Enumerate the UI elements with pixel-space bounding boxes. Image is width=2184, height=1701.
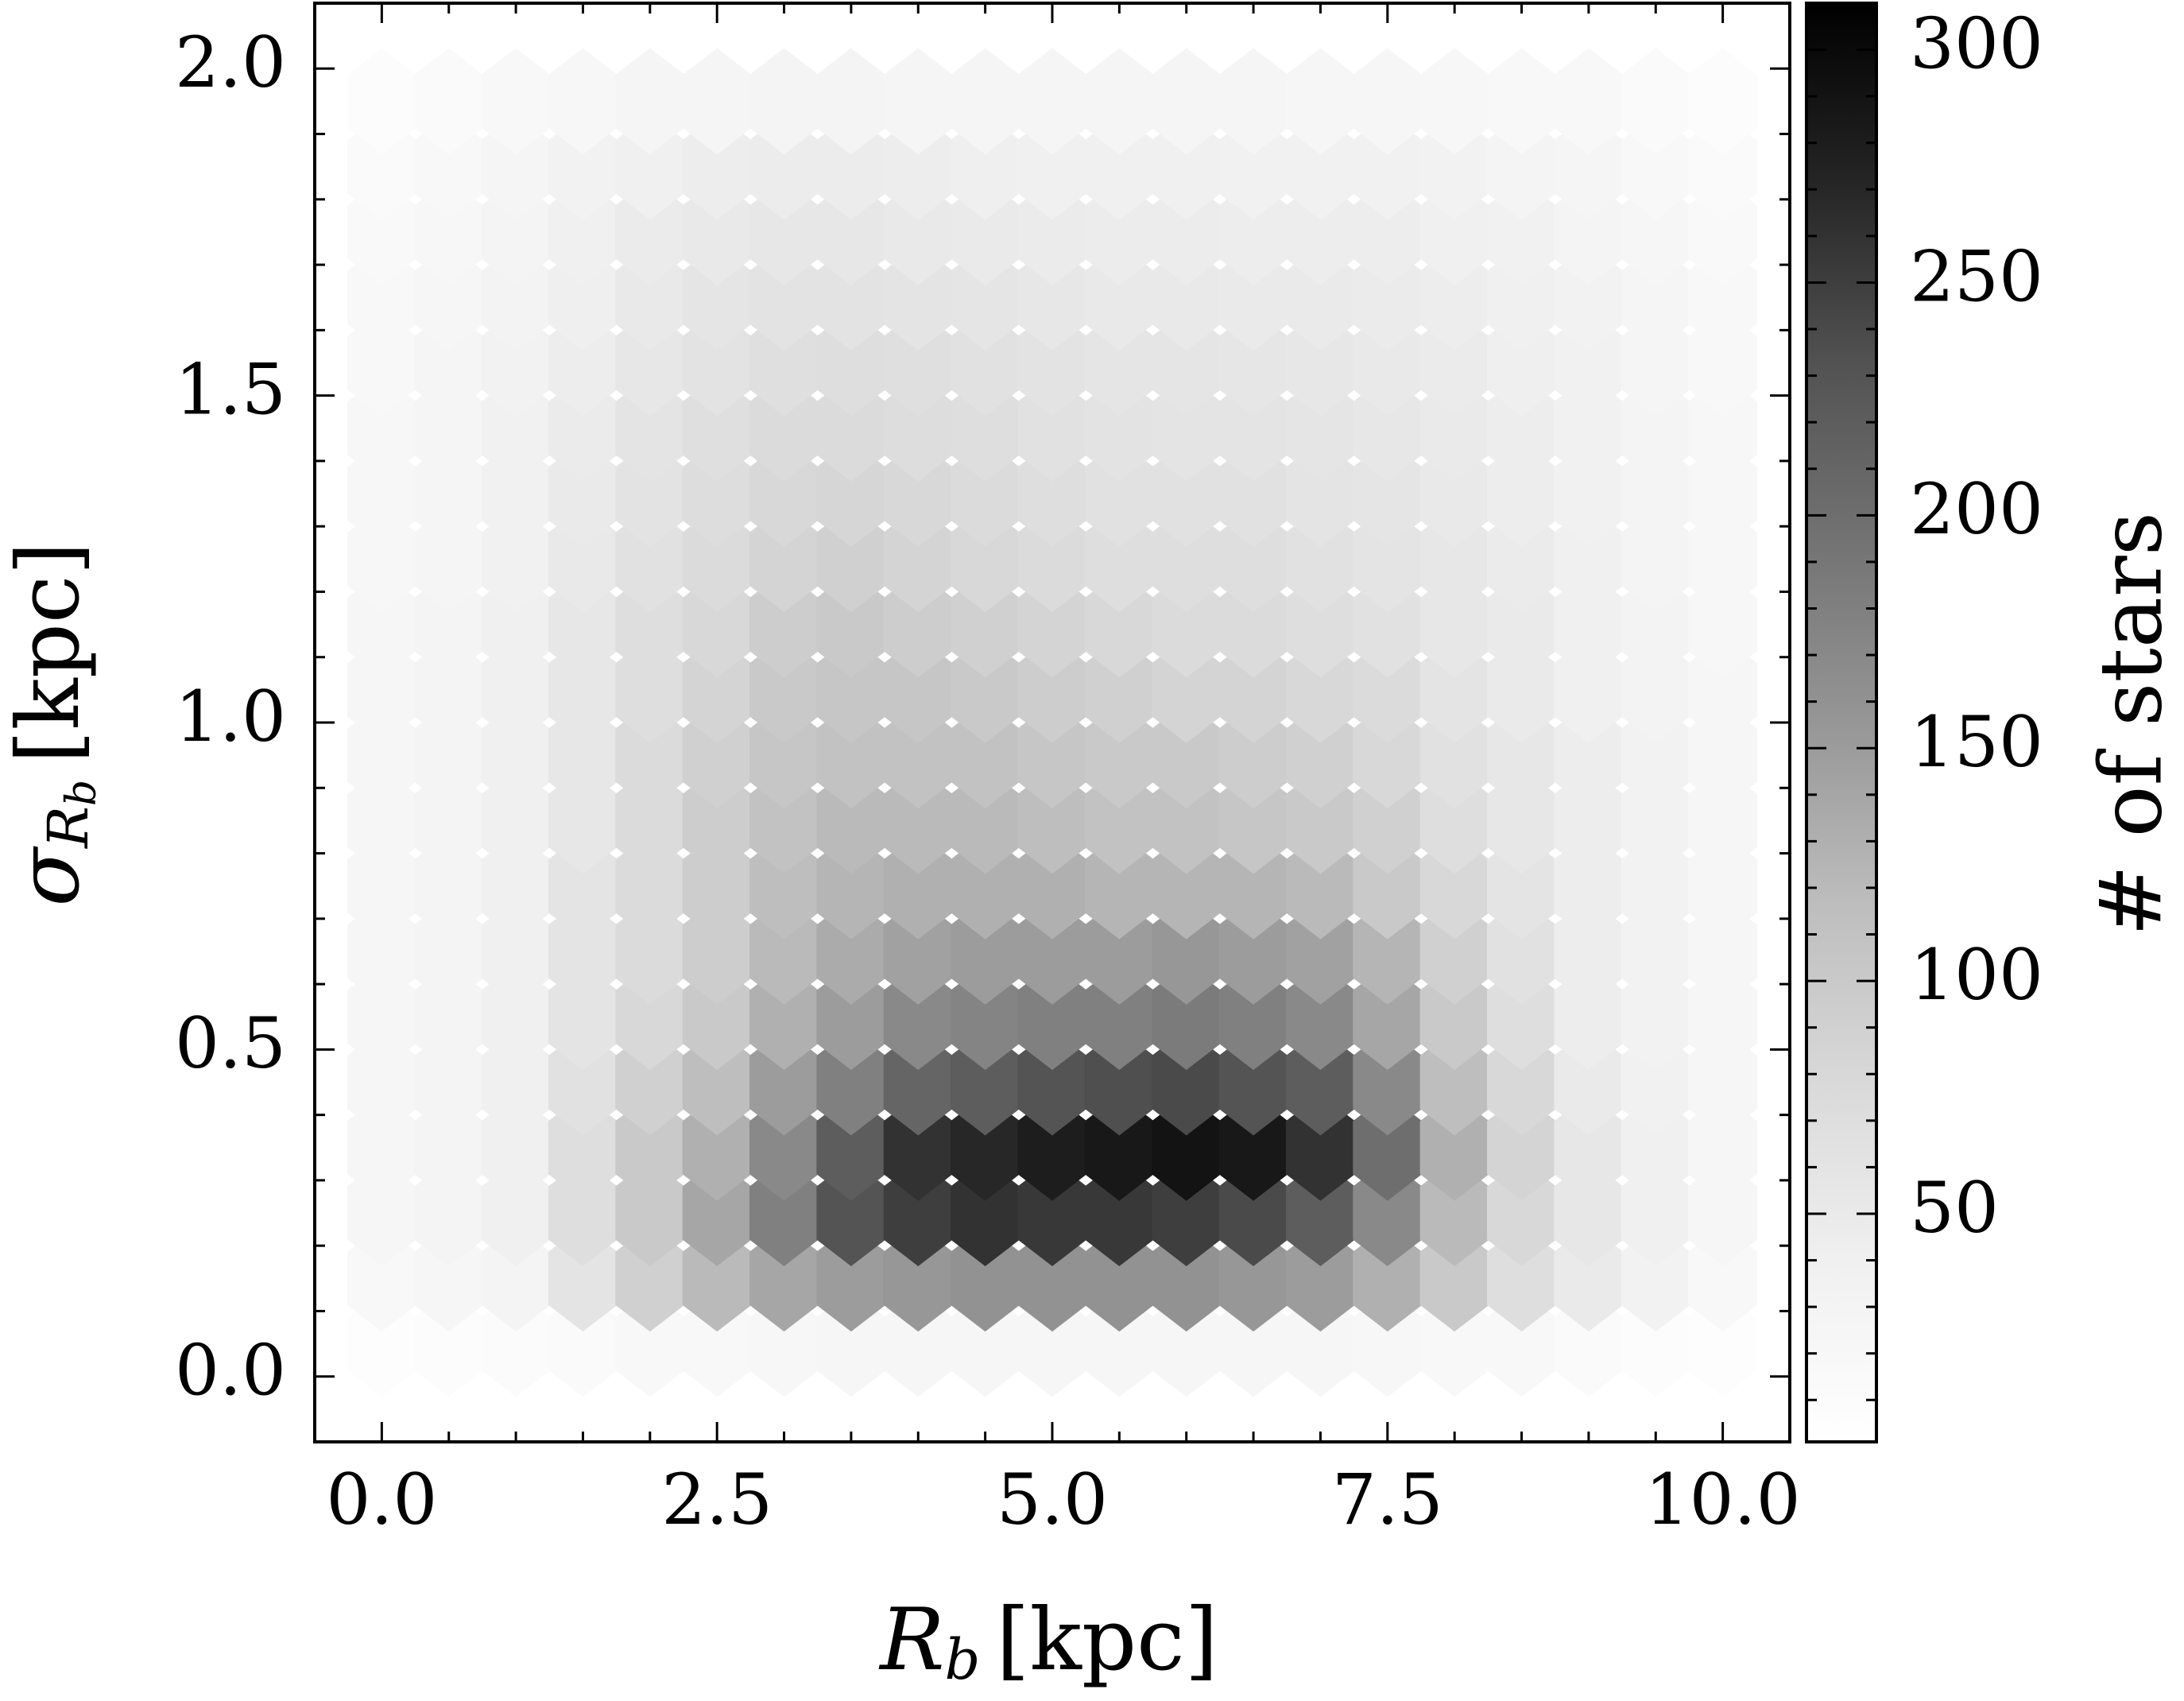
colorbar-tick-label: 250 [1910,235,2043,317]
y-label-subsubscript: b [58,780,106,806]
y-label-unit: [kpc] [0,541,99,763]
x-tick-label: 10.0 [1645,1459,1801,1540]
x-tick-label: 0.0 [326,1459,437,1540]
x-tick-label: 7.5 [1332,1459,1443,1540]
hex-cell [1688,48,1758,155]
colorbar [1806,3,1876,1442]
x-label-subscript: b [945,1627,981,1692]
y-tick-label: 0.5 [175,1002,286,1084]
y-tick-label: 1.5 [175,348,286,430]
colorbar-tick-label: 100 [1910,934,2043,1016]
x-label-unit: [kpc] [996,1591,1218,1690]
x-tick-label: 5.0 [997,1459,1108,1540]
x-tick-label: 2.5 [661,1459,773,1540]
colorbar-tick-label: 200 [1910,468,2043,550]
cells [347,48,1758,1397]
y-axis-label: σRb [kpc] [0,541,106,906]
x-label-symbol: R [878,1591,944,1690]
colorbar-frame [1805,2,1878,1443]
colorbar-label: # of stars [2081,512,2181,936]
y-label-subscript: R [36,806,101,850]
colorbar-tick-label: 50 [1910,1167,1999,1249]
y-tick-label: 0.0 [175,1330,286,1412]
y-tick-label: 2.0 [175,21,286,103]
colorbar-tick-label: 150 [1910,701,2043,783]
y-tick-label: 1.0 [175,676,286,758]
colorbar-tick-label: 300 [1910,2,2043,84]
y-label-symbol: σ [0,846,99,907]
x-axis-label: Rb [kpc] [878,1591,1218,1692]
